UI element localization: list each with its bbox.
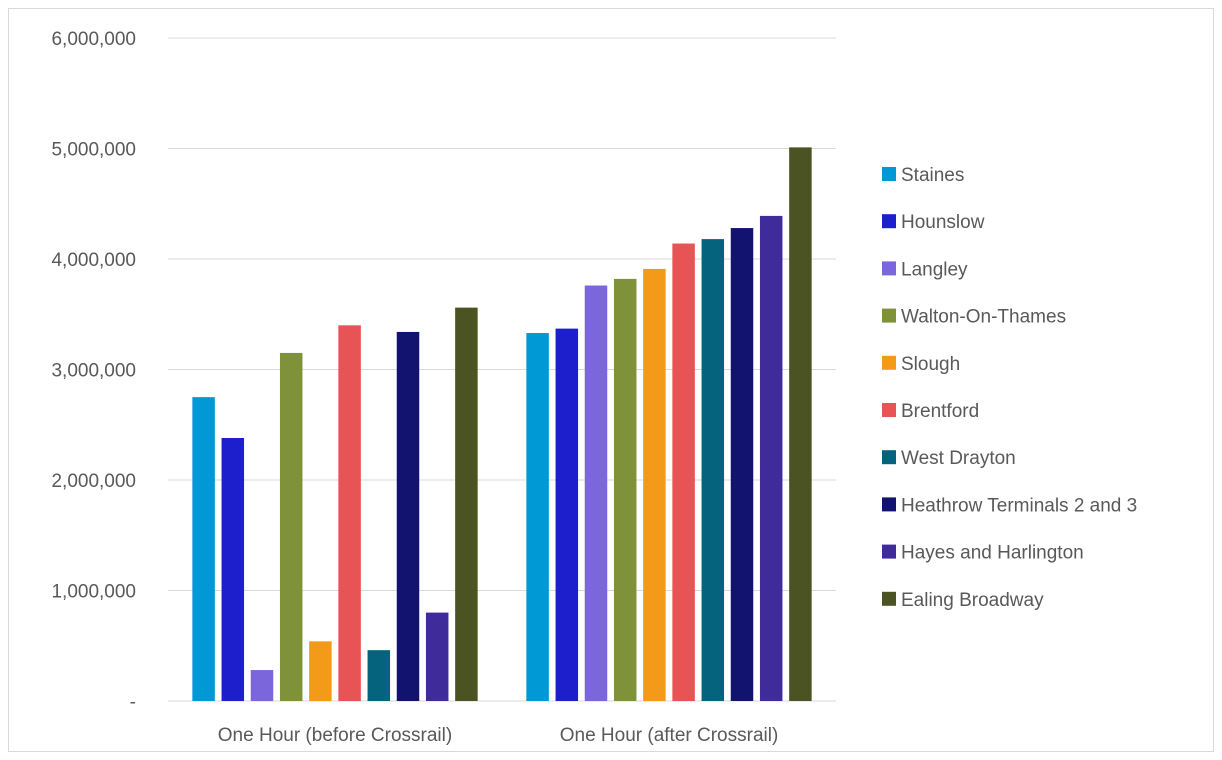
y-tick-label: 4,000,000 xyxy=(51,250,136,271)
bar-hounslow xyxy=(221,438,245,701)
bar-brentford xyxy=(338,325,361,701)
bar-hayes-and-harlington xyxy=(425,612,449,701)
legend-label: West Drayton xyxy=(901,448,1016,469)
bar-west-drayton xyxy=(367,650,391,701)
x-tick-label: One Hour (before Crossrail) xyxy=(218,725,452,746)
y-axis-ticks: - 1,000,000 2,000,000 3,000,000 4,000,000 5,0… xyxy=(51,29,136,713)
bars xyxy=(192,147,812,702)
bar-staines xyxy=(192,397,215,701)
bar-heathrow-terminals-2-and-3 xyxy=(396,331,420,701)
legend-swatch xyxy=(882,544,896,559)
legend-swatch xyxy=(882,355,896,370)
legend-label: Staines xyxy=(901,165,964,186)
legend: Staines Hounslow Langley Walton-On-Thames Sl… xyxy=(882,165,1137,611)
legend-label: Langley xyxy=(901,259,968,280)
bar-west-drayton xyxy=(701,239,725,702)
bar-ealing-broadway xyxy=(789,147,812,701)
x-axis-ticks: One Hour (before Crossrail) One Hour (aft… xyxy=(218,725,778,746)
legend-label: Walton-On-Thames xyxy=(901,307,1066,328)
legend-swatch xyxy=(882,214,896,229)
y-tick-label: 5,000,000 xyxy=(51,140,136,161)
y-tick-label: 3,000,000 xyxy=(51,361,136,382)
y-tick-label: - xyxy=(130,692,136,713)
legend-swatch xyxy=(882,308,896,323)
bar-walton-on-thames xyxy=(613,278,637,701)
bar-langley xyxy=(584,285,608,701)
legend-label: Hounslow xyxy=(901,212,985,233)
bar-langley xyxy=(250,670,274,701)
bar-slough xyxy=(643,268,666,701)
bar-hayes-and-harlington xyxy=(759,215,783,701)
legend-swatch xyxy=(882,591,896,606)
legend-label: Heathrow Terminals 2 and 3 xyxy=(901,495,1137,516)
legend-swatch xyxy=(882,261,896,276)
legend-label: Ealing Broadway xyxy=(901,590,1044,611)
y-tick-label: 6,000,000 xyxy=(51,29,136,50)
bar-ealing-broadway xyxy=(455,307,478,701)
bar-hounslow xyxy=(555,328,579,701)
bar-walton-on-thames xyxy=(279,352,303,701)
y-tick-label: 2,000,000 xyxy=(51,471,136,492)
bar-heathrow-terminals-2-and-3 xyxy=(730,228,754,701)
gridlines xyxy=(168,37,836,702)
legend-label: Brentford xyxy=(901,401,979,422)
legend-label: Hayes and Harlington xyxy=(901,543,1084,564)
bar-slough xyxy=(309,641,332,701)
legend-swatch xyxy=(882,403,896,417)
legend-label: Slough xyxy=(901,354,960,375)
legend-swatch xyxy=(882,497,896,512)
y-tick-label: 1,000,000 xyxy=(51,582,136,603)
legend-swatch xyxy=(882,167,896,181)
legend-swatch xyxy=(882,450,896,465)
x-tick-label: One Hour (after Crossrail) xyxy=(560,725,779,746)
bar-brentford xyxy=(672,243,695,701)
bar-staines xyxy=(526,333,549,701)
